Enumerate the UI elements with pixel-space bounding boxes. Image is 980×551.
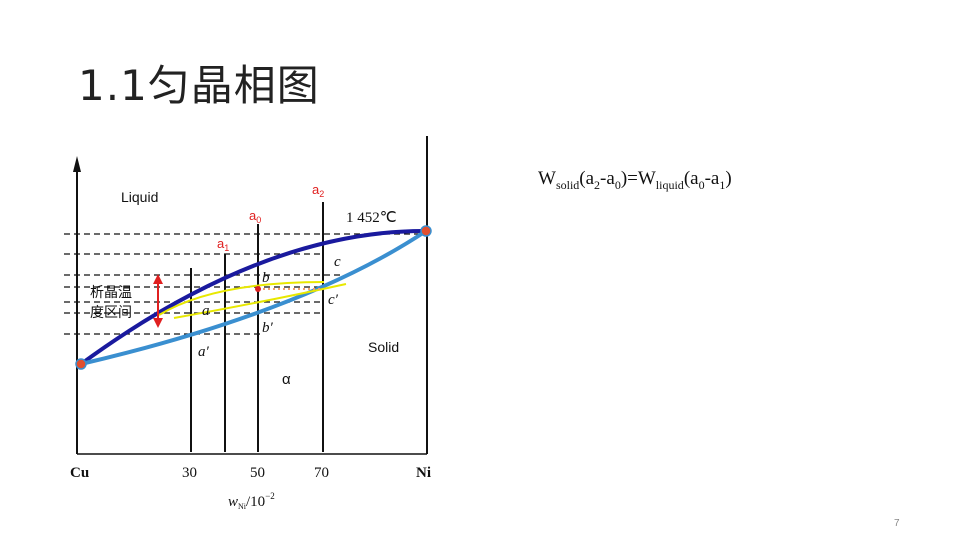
x-tick-70: 70: [314, 465, 329, 481]
point-a: a: [202, 303, 210, 319]
ni-melting-point: [420, 225, 432, 237]
region-liquid-label: Liquid: [121, 189, 158, 205]
a0-point: [255, 286, 261, 292]
melting-point-label: 1 452℃: [346, 210, 397, 226]
lever-rule-formula: Wsolid(a2-a0)=Wliquid(a0-a1): [538, 168, 732, 192]
slide-title: 1.1匀晶相图: [78, 61, 320, 110]
point-b: b: [262, 270, 270, 286]
phase-diagram: Liquid Solid α 1 452℃ 析晶温 度区间 a2 a0 a1 c…: [64, 136, 432, 511]
marker-a0: a0: [249, 208, 261, 225]
phase-alpha-label: α: [282, 371, 291, 388]
region-solid-label: Solid: [368, 339, 399, 355]
point-c-prime: c′: [328, 292, 339, 308]
cu-melting-point: [75, 358, 87, 370]
interval-label-line2: 度区间: [90, 305, 132, 321]
marker-a1: a1: [217, 236, 229, 253]
y-axis-arrow: [73, 156, 81, 172]
axis-label-ni: Ni: [416, 465, 431, 481]
x-tick-30: 30: [182, 465, 197, 481]
axis-label-cu: Cu: [70, 465, 89, 481]
liquidus-curve: [79, 228, 427, 366]
point-c: c: [334, 254, 341, 270]
marker-a2: a2: [312, 182, 324, 199]
page-number: 7: [894, 518, 900, 529]
point-b-prime: b′: [262, 320, 274, 336]
solidus-curve: [80, 229, 428, 366]
interval-arrow-top: [153, 274, 163, 284]
tie-line-upper: [158, 281, 325, 316]
x-axis-title: wNi/10−2: [228, 491, 275, 511]
point-a-prime: a′: [198, 344, 210, 360]
tie-line-lower: [173, 283, 347, 319]
interval-arrow-bottom: [153, 318, 163, 328]
interval-label-line1: 析晶温: [90, 285, 132, 301]
x-tick-50: 50: [250, 465, 265, 481]
